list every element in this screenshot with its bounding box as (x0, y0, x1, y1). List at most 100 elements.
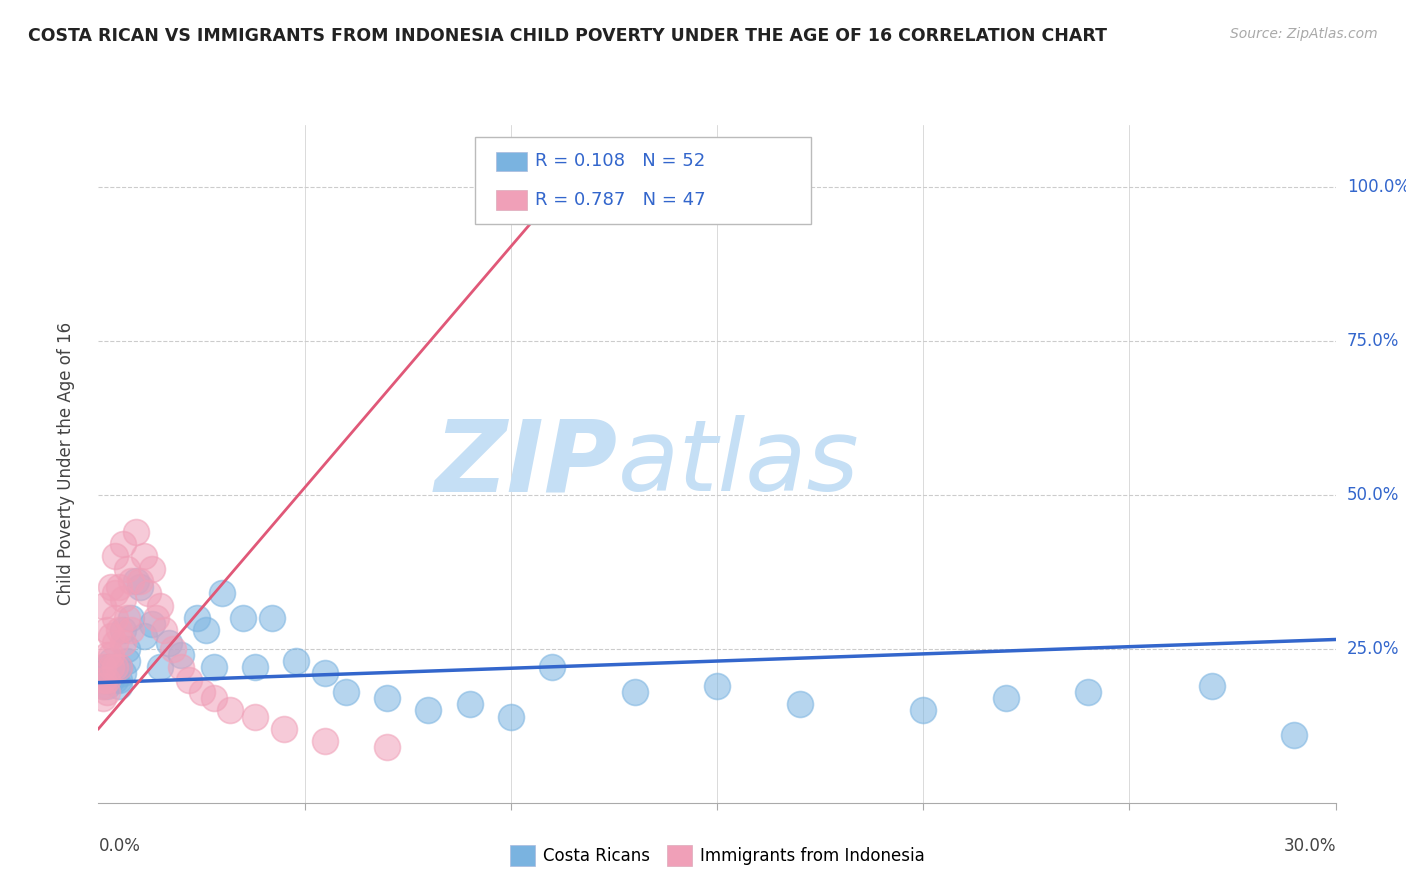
Point (170, 648, 193, 662)
Legend: Costa Ricans, Immigrants from Indonesia: Costa Ricans, Immigrants from Indonesia (503, 838, 931, 872)
Point (149, 660, 172, 674)
Point (104, 666, 127, 681)
Point (91, 660, 114, 674)
Point (112, 592, 135, 607)
Point (104, 660, 127, 674)
Point (91, 673, 114, 687)
Point (1201, 679, 1223, 693)
Point (789, 697, 811, 711)
Point (112, 624, 135, 638)
Point (96, 685, 118, 699)
Point (117, 654, 139, 668)
Point (273, 722, 295, 736)
Point (112, 666, 135, 681)
Point (104, 611, 127, 625)
Text: R = 0.787   N = 47: R = 0.787 N = 47 (536, 191, 706, 210)
Point (100, 629, 122, 643)
Text: 30.0%: 30.0% (1284, 837, 1336, 855)
Point (260, 611, 283, 625)
Point (96, 660, 118, 674)
Point (179, 673, 201, 687)
Point (912, 703, 935, 717)
Point (1284, 728, 1306, 742)
Point (285, 654, 308, 668)
Point (108, 624, 131, 638)
Point (91, 691, 114, 706)
Point (104, 673, 127, 687)
Point (120, 624, 142, 638)
Point (124, 524, 146, 539)
Point (108, 660, 131, 674)
Point (100, 660, 122, 674)
Point (104, 586, 127, 600)
Point (96, 666, 118, 681)
Point (108, 679, 131, 693)
Text: 25.0%: 25.0% (1347, 640, 1399, 657)
Point (132, 549, 155, 564)
Point (96, 624, 118, 638)
Point (104, 660, 127, 674)
Text: R = 0.108   N = 52: R = 0.108 N = 52 (536, 153, 706, 170)
Point (120, 611, 142, 625)
Point (100, 666, 122, 681)
Point (108, 660, 131, 674)
Point (162, 641, 184, 656)
Point (479, 198, 502, 212)
Point (1077, 685, 1099, 699)
Point (100, 654, 122, 668)
Point (243, 660, 266, 674)
Point (145, 611, 167, 625)
Point (141, 561, 163, 575)
Point (418, 703, 440, 717)
Point (100, 580, 122, 594)
Point (91, 673, 114, 687)
Point (96, 673, 118, 687)
Point (96, 648, 118, 662)
Point (136, 586, 159, 600)
Point (91, 679, 114, 693)
Point (132, 629, 155, 643)
Y-axis label: Child Poverty Under the Age of 16: Child Poverty Under the Age of 16 (56, 322, 75, 606)
Point (194, 624, 217, 638)
Point (623, 685, 645, 699)
Text: ZIP: ZIP (434, 416, 619, 512)
Point (706, 679, 728, 693)
Point (243, 709, 266, 723)
Point (104, 549, 127, 564)
Text: atlas: atlas (619, 416, 859, 512)
Point (100, 673, 122, 687)
Point (91, 666, 114, 681)
Point (96, 673, 118, 687)
Point (186, 611, 208, 625)
Point (375, 740, 398, 755)
Point (117, 641, 139, 656)
Point (375, 691, 398, 706)
Point (211, 586, 233, 600)
Point (96, 679, 118, 693)
Point (104, 635, 127, 649)
Point (335, 685, 357, 699)
Point (314, 734, 336, 748)
Point (128, 580, 150, 594)
Point (219, 703, 242, 717)
Point (314, 666, 336, 681)
Text: Source: ZipAtlas.com: Source: ZipAtlas.com (1230, 27, 1378, 41)
Text: 75.0%: 75.0% (1347, 332, 1399, 350)
Point (108, 580, 131, 594)
Point (170, 660, 193, 674)
Point (153, 624, 176, 638)
Point (149, 599, 172, 613)
Point (124, 574, 146, 588)
Point (499, 709, 522, 723)
Point (108, 673, 131, 687)
Text: 100.0%: 100.0% (1347, 178, 1406, 195)
Text: 50.0%: 50.0% (1347, 485, 1399, 504)
Text: COSTA RICAN VS IMMIGRANTS FROM INDONESIA CHILD POVERTY UNDER THE AGE OF 16 CORRE: COSTA RICAN VS IMMIGRANTS FROM INDONESIA… (28, 27, 1107, 45)
Point (458, 697, 481, 711)
Point (112, 537, 135, 551)
Point (117, 561, 139, 575)
Text: 0.0%: 0.0% (98, 837, 141, 855)
Point (994, 691, 1017, 706)
Point (100, 648, 122, 662)
Point (100, 660, 122, 674)
